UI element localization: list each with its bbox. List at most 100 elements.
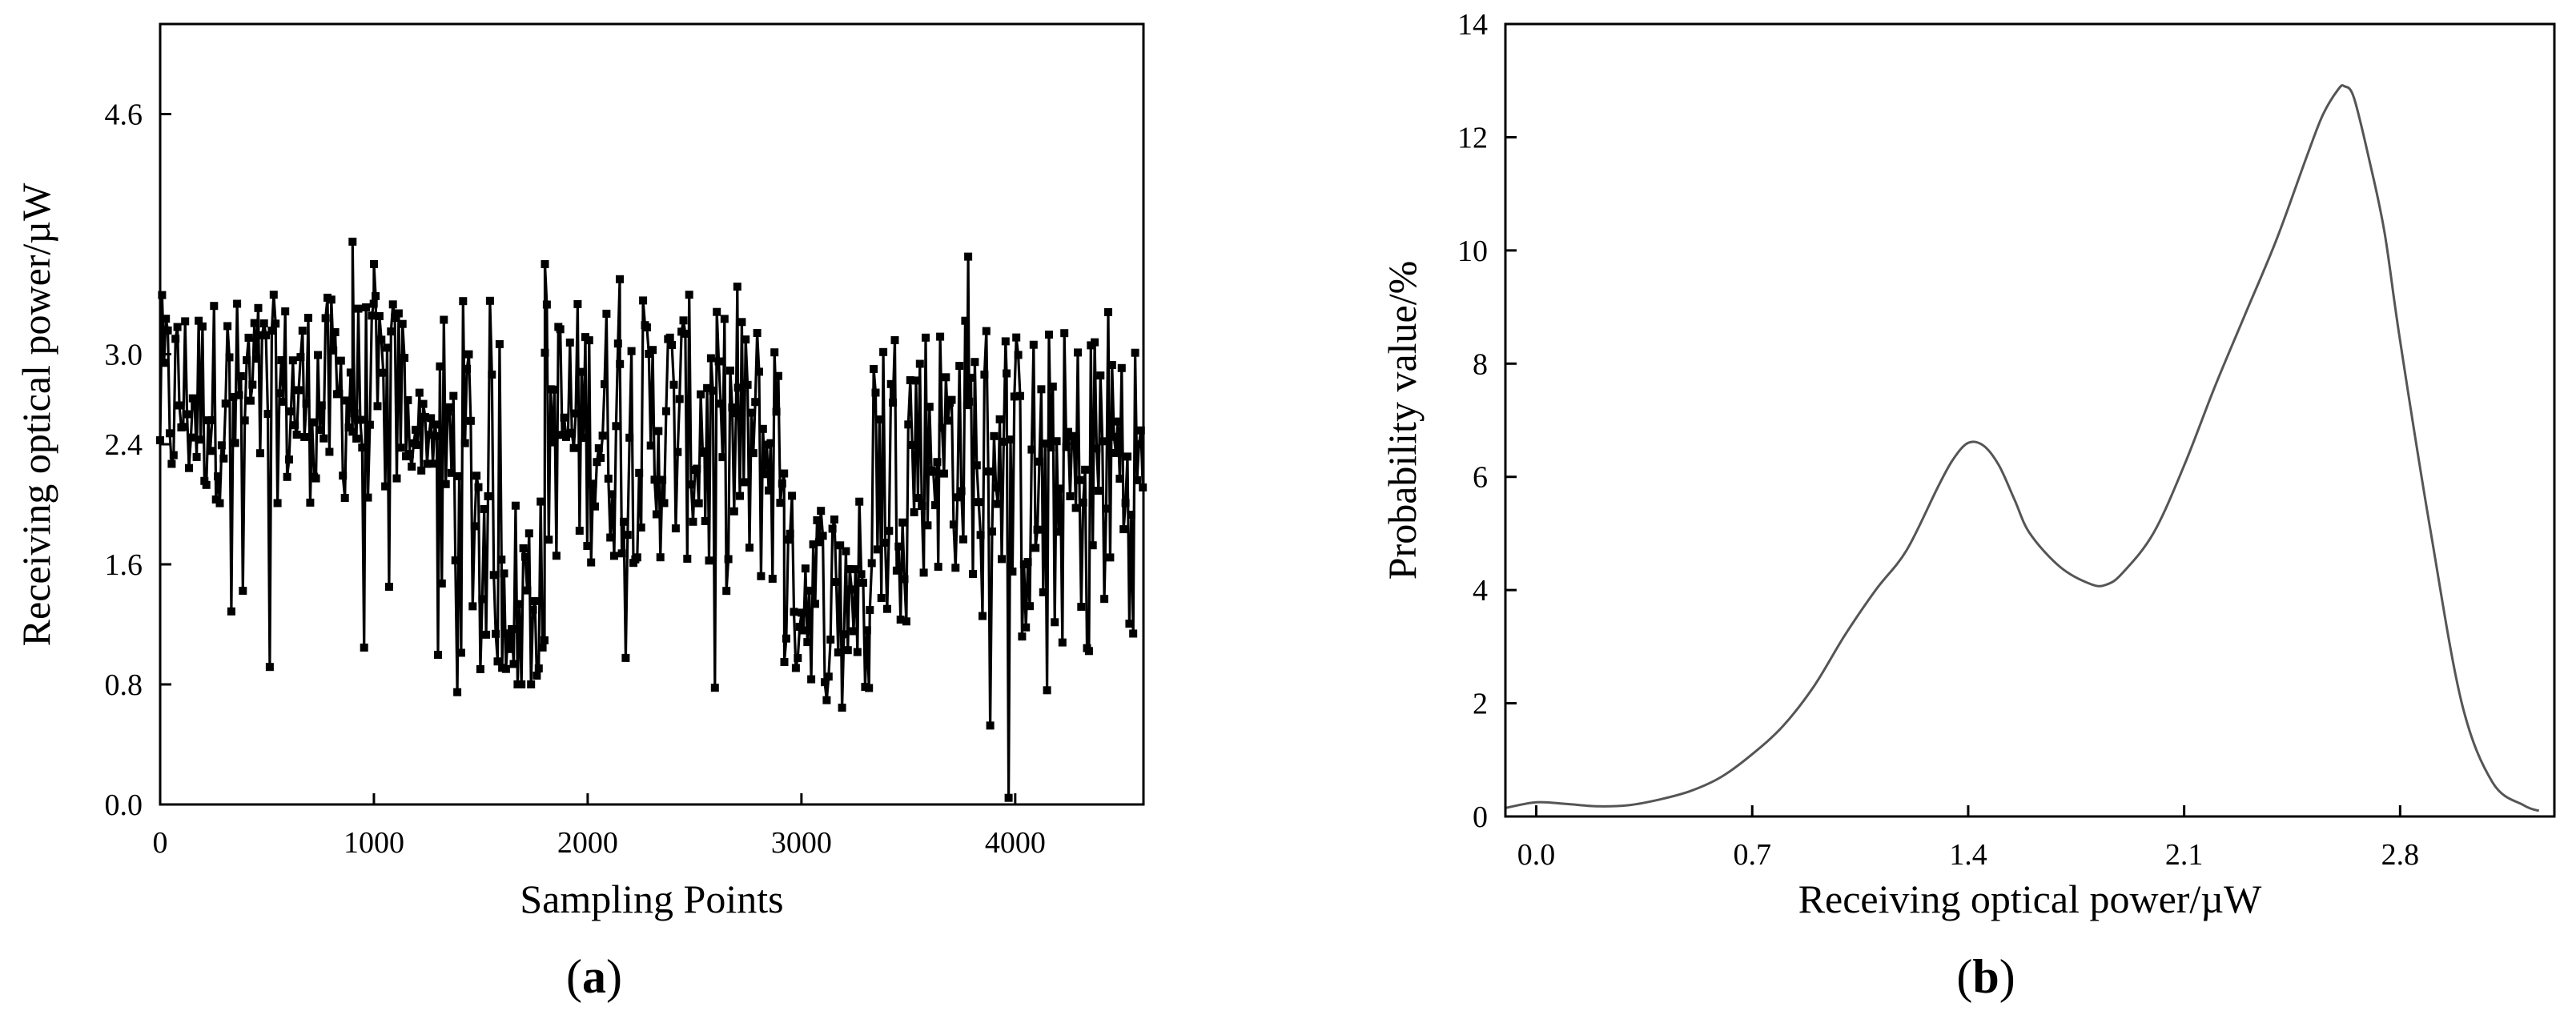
chart-a-data-point bbox=[1088, 541, 1097, 550]
chart-a-data-point bbox=[853, 648, 862, 656]
chart-a-data-point bbox=[1008, 568, 1017, 576]
chart-a-data-point bbox=[660, 499, 669, 507]
chart-a-data-point bbox=[733, 283, 741, 291]
chart-a-data-point bbox=[650, 475, 659, 484]
chart-a-data-point bbox=[394, 309, 403, 318]
chart-a-data-point bbox=[214, 472, 223, 481]
chart-a-data-point bbox=[896, 616, 905, 624]
chart-a-data-point bbox=[925, 403, 934, 411]
chart-a-data-point bbox=[1033, 525, 1042, 534]
chart-a-data-point bbox=[432, 431, 441, 440]
chart-a-data-point bbox=[364, 493, 372, 502]
chart-a-data-point bbox=[791, 664, 800, 672]
chart-a-data-point bbox=[733, 383, 742, 392]
chart-a-data-point bbox=[877, 594, 886, 602]
chart-a-data-point bbox=[706, 354, 715, 363]
chart-a-data-point bbox=[784, 536, 793, 544]
chart-a-data-point bbox=[665, 333, 674, 342]
chart-a-data-point bbox=[1062, 443, 1071, 451]
chart-a-data-point bbox=[979, 612, 987, 620]
chart-a-data-point bbox=[493, 657, 502, 666]
chart-a-data-point bbox=[882, 604, 891, 613]
chart-a-data-point bbox=[369, 299, 378, 308]
chart-a-data-point bbox=[1071, 503, 1080, 512]
chart-a-data-point bbox=[867, 559, 876, 568]
chart-a-data-point bbox=[453, 688, 462, 696]
chart-a-data-point bbox=[729, 507, 738, 516]
chart-a-data-point bbox=[1123, 452, 1131, 461]
chart-a-data-point bbox=[1075, 475, 1083, 484]
chart-a-data-point bbox=[799, 626, 808, 635]
chart-a-data-point bbox=[550, 385, 559, 394]
chart-a-data-point bbox=[683, 555, 692, 563]
chart-a-data-point bbox=[560, 413, 569, 422]
chart-a-data-point bbox=[998, 555, 1006, 564]
chart-a-data-point bbox=[269, 291, 278, 299]
chart-a-data-point bbox=[589, 479, 597, 488]
chart-a-data-point bbox=[339, 471, 348, 480]
chart-a-data-point bbox=[745, 544, 754, 552]
chart-a-data-point bbox=[718, 453, 727, 462]
chart-a-data-point bbox=[931, 501, 939, 510]
chart-a-data-point bbox=[1100, 595, 1109, 604]
chart-a-y-tick-label: 4.6 bbox=[105, 98, 143, 132]
chart-a-data-point bbox=[331, 328, 340, 336]
chart-a-data-point bbox=[967, 373, 975, 382]
chart-a-data-point bbox=[965, 397, 974, 406]
chart-a-data-point bbox=[1106, 553, 1115, 562]
chart-b-y-axis-title: Probability value/% bbox=[1380, 261, 1425, 580]
chart-a-data-point bbox=[259, 319, 268, 327]
chart-a-data-point bbox=[685, 291, 693, 299]
chart-a-data-point bbox=[908, 440, 917, 449]
chart-a-data-point bbox=[994, 499, 1003, 508]
chart-a-data-point bbox=[377, 335, 386, 344]
chart-a-data-point bbox=[1029, 340, 1038, 349]
chart-a-data-point bbox=[235, 391, 243, 399]
chart-a-data-point bbox=[732, 409, 741, 418]
chart-a-data-point bbox=[370, 260, 378, 268]
chart-a-data-point bbox=[915, 359, 924, 368]
chart-a-data-point bbox=[1048, 382, 1057, 391]
chart-a-data-point bbox=[431, 420, 439, 429]
chart-a-data-point bbox=[1037, 385, 1046, 394]
chart-a-data-point bbox=[215, 499, 224, 507]
chart-a-data-point bbox=[697, 390, 705, 399]
chart-a-data-point bbox=[703, 383, 712, 392]
chart-a-data-point bbox=[613, 339, 622, 348]
chart-a-data-point bbox=[348, 237, 357, 246]
chart-a-data-point bbox=[531, 596, 539, 605]
chart-a-data-point bbox=[192, 452, 201, 461]
chart-a-data-point bbox=[673, 447, 682, 456]
chart-a-data-point bbox=[972, 461, 981, 470]
chart-a-data-point bbox=[437, 579, 446, 588]
chart-a-data-point bbox=[556, 325, 565, 334]
chart-a-data-point bbox=[840, 630, 848, 639]
chart-a-data-point bbox=[541, 348, 549, 357]
chart-a-data-point bbox=[307, 418, 316, 427]
chart-a-data-point bbox=[246, 396, 255, 405]
chart-a-data-point bbox=[219, 454, 228, 463]
chart-a-data-point bbox=[1012, 333, 1021, 342]
chart-a-data-point bbox=[658, 475, 667, 484]
chart-a-data-point bbox=[765, 486, 773, 495]
chart-a-x-tick-label: 1000 bbox=[344, 826, 404, 860]
chart-a-data-point bbox=[922, 333, 930, 342]
chart-a-data-point bbox=[292, 431, 301, 439]
chart-a-data-point bbox=[277, 356, 286, 364]
chart-a-series-line bbox=[159, 240, 1144, 800]
chart-a-data-point bbox=[803, 638, 812, 647]
chart-a-data-point bbox=[459, 297, 468, 306]
chart-a-data-point bbox=[1111, 448, 1120, 457]
chart-a-data-point bbox=[302, 399, 311, 408]
chart-b-y-tick-label: 6 bbox=[1473, 461, 1488, 495]
chart-a-data-point bbox=[1047, 443, 1055, 451]
chart-a-data-point bbox=[1022, 623, 1031, 632]
chart-a-data-point bbox=[635, 468, 644, 477]
chart-a-data-point bbox=[392, 474, 401, 483]
chart-a-data-point bbox=[360, 644, 368, 652]
chart-panel-a: 0 1000 2000 3000 4000 0.0 0.8 1.6 2.4 3.0 4.6 Sam… bbox=[14, 22, 1147, 1003]
chart-a-data-point bbox=[904, 420, 913, 429]
chart-b-y-tick-label: 0 bbox=[1473, 800, 1488, 834]
chart-a-data-point bbox=[625, 433, 634, 442]
chart-a-data-point bbox=[343, 396, 352, 405]
